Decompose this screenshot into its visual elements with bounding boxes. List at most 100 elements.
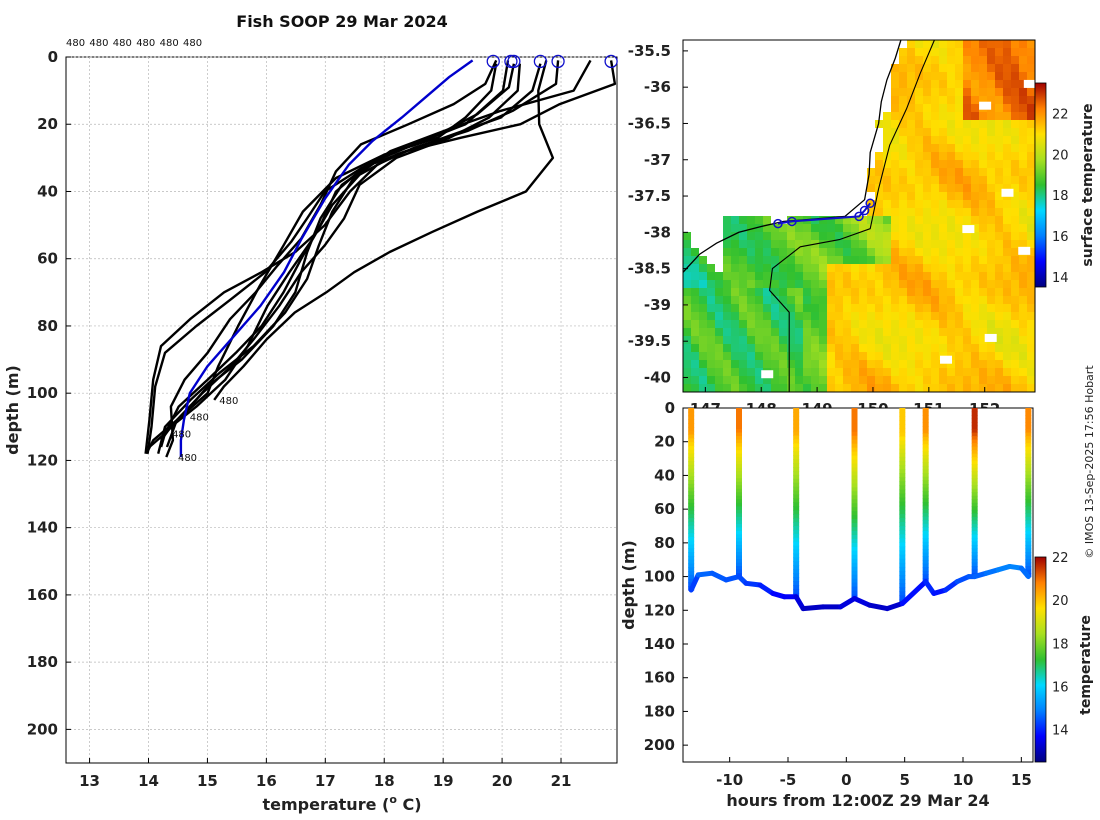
- sst-cell: [1003, 224, 1011, 232]
- cast-segment: [899, 530, 906, 535]
- sst-cell: [811, 312, 819, 320]
- sst-colorbar-tick: 18: [1052, 189, 1069, 204]
- sst-cell: [963, 96, 971, 104]
- sst-cell: [707, 320, 715, 328]
- sst-cell: [739, 352, 747, 360]
- cast-segment: [1025, 492, 1032, 497]
- sst-cell: [979, 384, 987, 392]
- sst-cell: [1003, 368, 1011, 376]
- sst-cell: [963, 240, 971, 248]
- sst-cell: [923, 184, 931, 192]
- sst-cell: [779, 224, 787, 232]
- sst-cell: [979, 344, 987, 352]
- sst-cell: [915, 104, 923, 112]
- sst-cell: [771, 360, 779, 368]
- sst-cell: [787, 376, 795, 384]
- sst-cell: [987, 152, 995, 160]
- sst-cell: [723, 368, 731, 376]
- sst-cell: [891, 80, 899, 88]
- sst-cell: [851, 384, 859, 392]
- cast-segment: [688, 517, 695, 523]
- sst-cell: [963, 280, 971, 288]
- sst-cell: [739, 344, 747, 352]
- sst-cell: [827, 240, 835, 248]
- sst-cell: [723, 384, 731, 392]
- sst-cell: [939, 64, 947, 72]
- cast-segment: [971, 569, 978, 574]
- cast-segment: [922, 574, 929, 579]
- sst-cell: [939, 48, 947, 56]
- cast-segment: [971, 541, 978, 546]
- cast-segment: [899, 477, 906, 482]
- sst-cell: [803, 280, 811, 288]
- sst-cell: [1011, 200, 1019, 208]
- sst-cell: [947, 248, 955, 256]
- sst-cell: [835, 368, 843, 376]
- sst-cell: [995, 208, 1003, 216]
- sst-cell: [1011, 288, 1019, 296]
- sst-cell: [891, 152, 899, 160]
- sst-cell: [1011, 320, 1019, 328]
- sst-cell: [907, 360, 915, 368]
- sst-cell: [867, 320, 875, 328]
- sst-cell: [907, 192, 915, 200]
- sst-cell: [891, 256, 899, 264]
- sst-cell: [899, 280, 907, 288]
- sst-cell: [851, 368, 859, 376]
- surface-marker: [533, 54, 548, 69]
- section-y-tick-label: 40: [654, 466, 675, 484]
- sst-cell: [763, 352, 771, 360]
- sst-cell: [971, 288, 979, 296]
- sst-cell: [787, 216, 795, 224]
- cast-segment: [736, 425, 742, 430]
- sst-cell: [1011, 184, 1019, 192]
- sst-cell: [947, 96, 955, 104]
- sst-cell: [939, 152, 947, 160]
- cast-segment: [971, 495, 978, 500]
- sst-cell: [963, 168, 971, 176]
- sst-cell: [947, 104, 955, 112]
- sst-cell: [987, 112, 995, 120]
- sst-cell: [987, 384, 995, 392]
- sst-cell: [771, 336, 779, 344]
- sst-cell: [995, 104, 1003, 112]
- cast-segment: [899, 554, 906, 560]
- sst-cell: [699, 344, 707, 352]
- sst-cell: [971, 328, 979, 336]
- sst-cell: [915, 64, 923, 72]
- sst-cell: [923, 96, 931, 104]
- sst-cell: [795, 320, 803, 328]
- cast-segment: [971, 450, 978, 455]
- sst-cell: [819, 352, 827, 360]
- sst-cell: [1011, 352, 1019, 360]
- sst-cell: [835, 328, 843, 336]
- sst-cell: [891, 240, 899, 248]
- sst-cell: [803, 336, 811, 344]
- sst-cell: [891, 192, 899, 200]
- sst-cell: [915, 384, 923, 392]
- sst-cell: [907, 112, 915, 120]
- sst-cell: [915, 264, 923, 272]
- sst-cell: [859, 248, 867, 256]
- sst-cell: [955, 320, 963, 328]
- sst-cell: [827, 216, 835, 224]
- bottom-label: 480: [190, 413, 209, 424]
- sst-cell: [923, 72, 931, 80]
- sst-cell: [755, 232, 763, 240]
- sst-cell: [923, 272, 931, 280]
- sst-cell: [1019, 160, 1027, 168]
- sst-cell: [971, 248, 979, 256]
- sst-cell: [955, 376, 963, 384]
- sst-cell: [803, 320, 811, 328]
- cast-segment: [736, 464, 742, 469]
- section-data: [688, 408, 1032, 612]
- sst-cell: [707, 360, 715, 368]
- sst-cell: [891, 168, 899, 176]
- cast-segment: [899, 579, 906, 584]
- cast-segment: [1025, 467, 1032, 472]
- sst-cell: [979, 112, 987, 120]
- sst-cell: [747, 248, 755, 256]
- sst-cell: [939, 384, 947, 392]
- sst-cell: [1003, 232, 1011, 240]
- sst-cell: [803, 272, 811, 280]
